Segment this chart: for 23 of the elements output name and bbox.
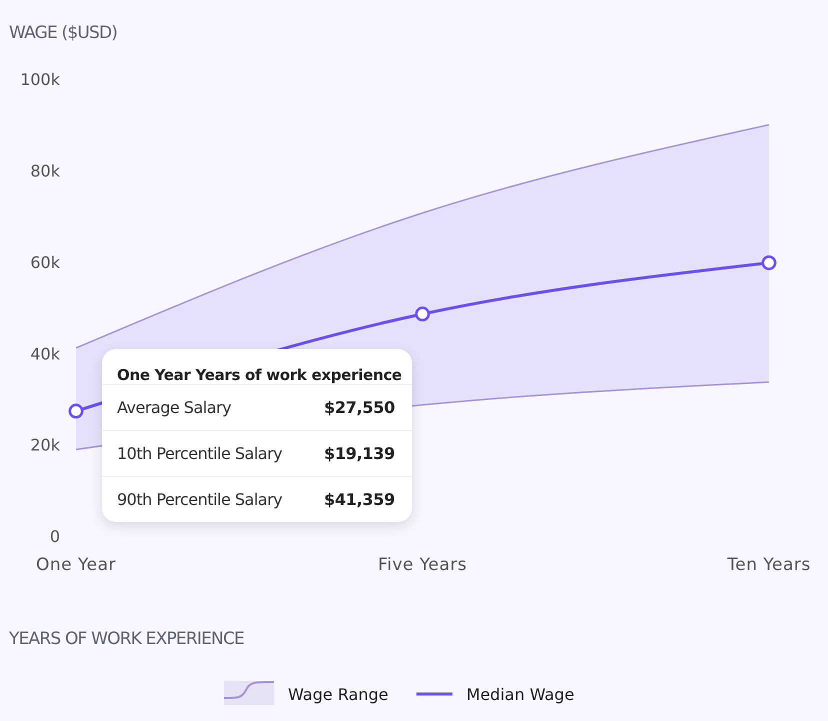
annotation: $27,550 [324,398,395,417]
legend-label: Wage Range [288,685,388,704]
y-tick-label: 100k [20,70,61,90]
x-tick-label: One Year [36,555,116,575]
point [415,306,430,322]
x-tick-label: Five Years [378,555,468,575]
x-axis-title: YEARS OF WORK EXPERIENCE [8,629,244,649]
annotation: $19,139 [324,444,395,463]
y-tick-label: 40k [30,344,61,364]
x-tick-label: Ten Years [726,555,811,575]
point [762,255,776,270]
annotation: One Year Years of work experience [117,366,402,384]
annotation: Average Salary [117,398,232,417]
annotation: 10th Percentile Salary [117,444,282,463]
annotation: 90th Percentile Salary [117,490,282,509]
annotation: $41,359 [324,490,395,509]
legend-label: Median Wage [466,685,574,704]
y-tick-label: 20k [30,436,61,455]
y-tick-label: 60k [30,252,61,272]
y-axis-title: WAGE ($USD) [9,23,118,43]
y-tick-label: 80k [30,162,61,181]
point [68,404,84,419]
y-tick-label: 0 [50,527,60,546]
